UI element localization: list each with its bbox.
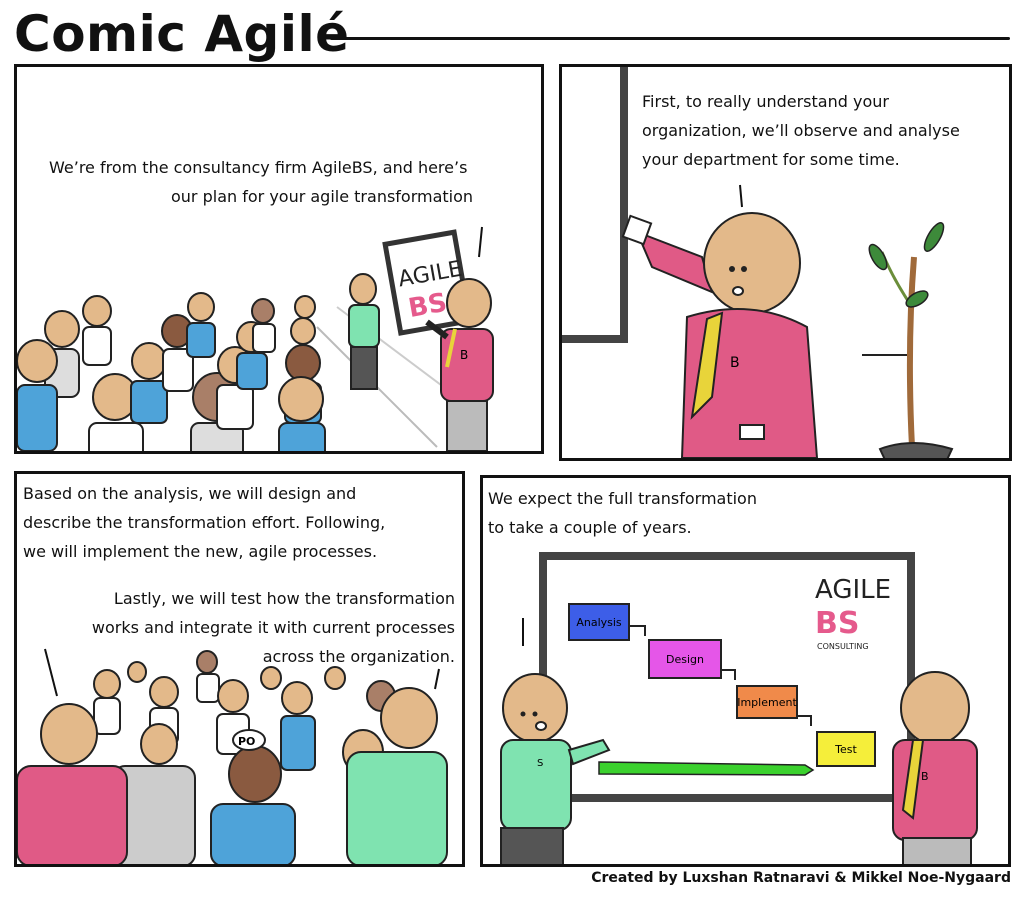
panel-3-caption-line-2: describe the transformation effort. Foll… [23, 513, 386, 532]
comic-title: Comic Agilé [14, 5, 350, 63]
panel-3-art: PO [17, 648, 448, 864]
panel-3-caption-line-4: Lastly, we will test how the transformat… [113, 589, 455, 608]
panel-2-caption-line-2: organization, we’ll observe and analyse [642, 121, 960, 140]
panel-4-art: AGILE BS CONSULTING AnalysisDesignImplem… [500, 552, 978, 864]
panel-2-caption-line-3: your department for some time. [642, 150, 900, 169]
panel-1-art: AGILE BS B [17, 226, 494, 451]
panel-4-caption-line-2: to take a couple of years. [488, 518, 692, 537]
po-hat-label: PO [238, 735, 255, 748]
panel-3-caption-line-5: works and integrate it with current proc… [91, 618, 455, 637]
process-steps: Analysis Design Implement Test [568, 603, 876, 767]
step-label-design: Design [666, 653, 704, 666]
right-shirt-letter: B [921, 770, 929, 783]
step-box-implement [736, 685, 798, 719]
left-shirt-letter: S [537, 758, 543, 769]
panel-4: We expect the full transformation to tak… [480, 475, 1011, 867]
board-logo-sub: CONSULTING [817, 642, 869, 651]
step-label-test: Test [834, 743, 857, 756]
title-rule [330, 37, 1010, 40]
step-label-implement: Implement [737, 696, 797, 709]
panel-2-art: B [562, 67, 954, 458]
step-label-analysis: Analysis [576, 616, 622, 629]
sign-bs-text: BS [406, 288, 449, 324]
step-box-design [648, 639, 722, 679]
panel-1-caption-line-1: We’re from the consultancy firm AgileBS,… [49, 158, 468, 177]
pointer-shirt-letter: B [730, 355, 740, 371]
presenter-shirt-letter: B [460, 348, 468, 362]
panel-2: First, to really understand your organiz… [559, 64, 1012, 461]
panel-2-caption-line-1: First, to really understand your [642, 92, 889, 111]
panel-3: Based on the analysis, we will design an… [14, 471, 465, 867]
step-box-analysis [568, 603, 630, 641]
panel-3-caption-line-3: we will implement the new, agile process… [23, 542, 378, 561]
board-logo-agile: AGILE [815, 575, 891, 605]
panel-3-caption-line-1: Based on the analysis, we will design an… [23, 484, 357, 503]
timeline-arrow [598, 761, 815, 776]
panel-1-caption-line-2: our plan for your agile transformation [171, 187, 474, 206]
board-logo-bs: BS [815, 606, 859, 641]
panel-4-caption-line-1: We expect the full transformation [488, 489, 757, 508]
step-box-test [816, 731, 876, 767]
credit-line: Created by Luxshan Ratnaravi & Mikkel No… [591, 870, 1011, 886]
panel-1: We’re from the consultancy firm AgileBS,… [14, 64, 544, 454]
panel-3-caption-line-6: across the organization. [262, 647, 455, 666]
